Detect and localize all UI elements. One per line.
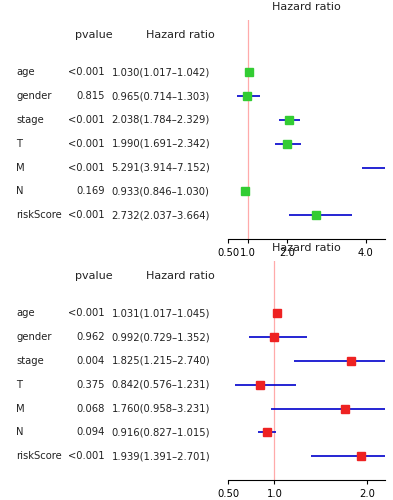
Text: stage: stage bbox=[16, 115, 44, 125]
Text: 0.815: 0.815 bbox=[76, 91, 105, 101]
Text: T: T bbox=[16, 139, 22, 149]
Text: 1.939(1.391–2.701): 1.939(1.391–2.701) bbox=[111, 451, 210, 461]
Text: 1.031(1.017–1.045): 1.031(1.017–1.045) bbox=[111, 308, 210, 318]
Text: riskScore: riskScore bbox=[16, 210, 62, 220]
Text: pvalue: pvalue bbox=[75, 272, 113, 281]
Text: T: T bbox=[16, 380, 22, 390]
X-axis label: Hazard ratio: Hazard ratio bbox=[276, 261, 338, 271]
Text: <0.001: <0.001 bbox=[68, 308, 105, 318]
Text: riskScore: riskScore bbox=[16, 451, 62, 461]
Text: N: N bbox=[16, 186, 24, 196]
Text: 0.169: 0.169 bbox=[76, 186, 105, 196]
Text: M: M bbox=[16, 404, 25, 413]
Text: N: N bbox=[16, 428, 24, 438]
Text: <0.001: <0.001 bbox=[68, 210, 105, 220]
Text: 0.842(0.576–1.231): 0.842(0.576–1.231) bbox=[111, 380, 210, 390]
Text: <0.001: <0.001 bbox=[68, 115, 105, 125]
Text: 0.068: 0.068 bbox=[77, 404, 105, 413]
Text: <0.001: <0.001 bbox=[68, 162, 105, 172]
Text: <0.001: <0.001 bbox=[68, 139, 105, 149]
Text: 1.030(1.017–1.042): 1.030(1.017–1.042) bbox=[111, 68, 209, 78]
Text: <0.001: <0.001 bbox=[68, 68, 105, 78]
Text: pvalue: pvalue bbox=[75, 30, 113, 40]
Text: 0.375: 0.375 bbox=[76, 380, 105, 390]
Text: 0.004: 0.004 bbox=[77, 356, 105, 366]
Text: 0.992(0.729–1.352): 0.992(0.729–1.352) bbox=[111, 332, 210, 342]
Text: 1.990(1.691–2.342): 1.990(1.691–2.342) bbox=[111, 139, 210, 149]
Text: Hazard ratio: Hazard ratio bbox=[272, 244, 341, 254]
Text: gender: gender bbox=[16, 332, 51, 342]
Text: 0.094: 0.094 bbox=[77, 428, 105, 438]
Text: 0.916(0.827–1.015): 0.916(0.827–1.015) bbox=[111, 428, 210, 438]
Text: 0.962: 0.962 bbox=[76, 332, 105, 342]
Text: 1.825(1.215–2.740): 1.825(1.215–2.740) bbox=[111, 356, 210, 366]
Text: Hazard ratio: Hazard ratio bbox=[146, 272, 215, 281]
Text: 5.291(3.914–7.152): 5.291(3.914–7.152) bbox=[111, 162, 210, 172]
Text: M: M bbox=[16, 162, 25, 172]
Text: age: age bbox=[16, 308, 35, 318]
Text: 0.933(0.846–1.030): 0.933(0.846–1.030) bbox=[111, 186, 209, 196]
Text: 2.732(2.037–3.664): 2.732(2.037–3.664) bbox=[111, 210, 210, 220]
Text: <0.001: <0.001 bbox=[68, 451, 105, 461]
Text: age: age bbox=[16, 68, 35, 78]
Text: 0.965(0.714–1.303): 0.965(0.714–1.303) bbox=[111, 91, 209, 101]
Text: stage: stage bbox=[16, 356, 44, 366]
Text: Hazard ratio: Hazard ratio bbox=[272, 2, 341, 12]
Text: Hazard ratio: Hazard ratio bbox=[146, 30, 215, 40]
Text: 2.038(1.784–2.329): 2.038(1.784–2.329) bbox=[111, 115, 209, 125]
Text: gender: gender bbox=[16, 91, 51, 101]
Text: 1.760(0.958–3.231): 1.760(0.958–3.231) bbox=[111, 404, 210, 413]
